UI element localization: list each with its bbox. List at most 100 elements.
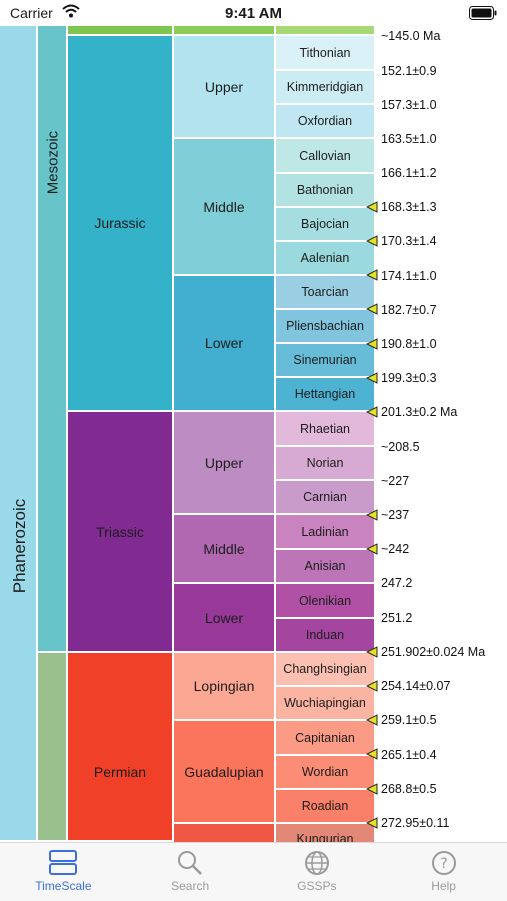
tab-gssps-label: GSSPs	[297, 879, 337, 893]
stage-pliensbachian[interactable]: Pliensbachian	[276, 310, 376, 344]
gssp-marker-icon[interactable]	[366, 714, 378, 726]
epoch-guadalupian[interactable]: Guadalupian	[174, 721, 276, 824]
gssp-marker-icon[interactable]	[366, 509, 378, 521]
stage-bajocian[interactable]: Bajocian	[276, 208, 376, 242]
gssp-marker-icon[interactable]	[366, 235, 378, 247]
stage-capitanian[interactable]: Capitanian	[276, 721, 376, 756]
gssp-marker-icon[interactable]	[366, 783, 378, 795]
age-label: 201.3±0.2 Ma	[381, 405, 458, 419]
eon-label: Phanerozoic	[10, 498, 29, 594]
tab-timescale[interactable]: TimeScale	[0, 843, 127, 901]
gssp-marker-icon[interactable]	[366, 303, 378, 315]
period-permian[interactable]: Permian	[68, 653, 174, 842]
epoch-label: Upper	[204, 454, 244, 471]
tab-gssps[interactable]: GSSPs	[254, 843, 381, 901]
stage-kungurian[interactable]: Kungurian	[276, 824, 376, 842]
age-label: ~145.0 Ma	[381, 29, 441, 43]
stage-sinemurian[interactable]: Sinemurian	[276, 344, 376, 378]
epoch-lower-triassic[interactable]: Lower	[174, 584, 276, 653]
epoch-middle-jurassic[interactable]: Middle	[174, 139, 276, 276]
stage-bathonian[interactable]: Bathonian	[276, 174, 376, 208]
stage-label: Kungurian	[296, 832, 354, 842]
epoch-cisuralian[interactable]	[174, 824, 276, 842]
stage-label: Sinemurian	[293, 353, 357, 367]
stage-kimmeridgian[interactable]: Kimmeridgian	[276, 71, 376, 105]
stage-label: Oxfordian	[297, 114, 353, 128]
gssp-marker-icon[interactable]	[366, 406, 378, 418]
help-icon: ?	[431, 851, 456, 875]
age-label: 268.8±0.5	[381, 782, 437, 796]
gssp-marker-icon[interactable]	[366, 201, 378, 213]
stage-oxfordian[interactable]: Oxfordian	[276, 105, 376, 139]
stage-label: Norian	[306, 456, 344, 470]
stage-cretaceous-edge[interactable]	[276, 26, 376, 36]
stage-label: Tithonian	[299, 45, 351, 60]
epoch-upper-triassic[interactable]: Upper	[174, 412, 276, 515]
timescale-icon	[49, 850, 78, 875]
tab-search-label: Search	[171, 879, 210, 893]
age-label: 182.7±0.7	[381, 303, 437, 317]
epoch-lopingian[interactable]: Lopingian	[174, 653, 276, 721]
gssp-marker-icon[interactable]	[366, 543, 378, 555]
stage-label: Bathonian	[296, 183, 354, 197]
period-triassic[interactable]: Triassic	[68, 412, 174, 653]
gssp-marker-icon[interactable]	[366, 646, 378, 658]
epoch-label: Middle	[203, 198, 245, 215]
stage-induan[interactable]: Induan	[276, 619, 376, 653]
gssp-marker-icon[interactable]	[366, 372, 378, 384]
stage-label: Ladinian	[301, 524, 349, 539]
timescale-chart[interactable]: Phanerozoic Mesozoic Jurassic Triassic P…	[0, 26, 507, 842]
svg-text:?: ?	[440, 856, 447, 872]
stage-rhaetian[interactable]: Rhaetian	[276, 412, 376, 447]
tab-search[interactable]: Search	[127, 843, 254, 901]
period-jurassic[interactable]: Jurassic	[68, 36, 174, 412]
stage-label: Capitanian	[295, 730, 355, 745]
stage-roadian[interactable]: Roadian	[276, 790, 376, 824]
age-label: 199.3±0.3	[381, 371, 437, 385]
stage-hettangian[interactable]: Hettangian	[276, 378, 376, 412]
era-mesozoic[interactable]	[38, 26, 68, 653]
age-label: 174.1±1.0	[381, 269, 437, 283]
gssp-marker-icon[interactable]	[366, 817, 378, 829]
epoch-middle-triassic[interactable]: Middle	[174, 515, 276, 584]
stage-tithonian[interactable]: Tithonian	[276, 36, 376, 71]
epoch-lower-jurassic[interactable]: Lower	[174, 276, 276, 412]
period-permian-label: Permian	[93, 763, 147, 780]
wifi-icon	[62, 4, 80, 23]
eon-phanerozoic[interactable]	[0, 26, 38, 842]
stage-aalenian[interactable]: Aalenian	[276, 242, 376, 276]
stage-norian[interactable]: Norian	[276, 447, 376, 481]
stage-wordian[interactable]: Wordian	[276, 756, 376, 790]
stage-label: Hettangian	[294, 387, 356, 401]
stage-carnian[interactable]: Carnian	[276, 481, 376, 515]
epoch-upper-jurassic[interactable]: Upper	[174, 36, 276, 139]
age-label: 247.2	[381, 576, 413, 590]
stage-label: Rhaetian	[299, 421, 351, 436]
stage-anisian[interactable]: Anisian	[276, 550, 376, 584]
tab-bar: TimeScale Search GSSPs ? Help	[0, 842, 507, 901]
stage-label: Carnian	[303, 490, 347, 504]
stage-wuchiapingian[interactable]: Wuchiapingian	[276, 687, 376, 721]
stage-toarcian[interactable]: Toarcian	[276, 276, 376, 310]
stage-ladinian[interactable]: Ladinian	[276, 515, 376, 550]
stage-label: Callovian	[299, 148, 351, 163]
globe-icon	[304, 851, 329, 875]
age-label: ~242	[381, 542, 410, 556]
age-label: 265.1±0.4	[381, 748, 437, 762]
gssp-marker-icon[interactable]	[366, 680, 378, 692]
stage-changhsingian[interactable]: Changhsingian	[276, 653, 376, 687]
age-label: 259.1±0.5	[381, 713, 437, 727]
stage-label: Toarcian	[301, 285, 349, 299]
period-cretaceous-edge[interactable]	[68, 26, 174, 36]
gssp-marker-icon[interactable]	[366, 748, 378, 760]
status-time: 9:41 AM	[225, 5, 282, 22]
gssp-marker-icon[interactable]	[366, 269, 378, 281]
battery-icon	[469, 6, 497, 25]
age-label: ~208.5	[381, 440, 420, 454]
gssp-marker-icon[interactable]	[366, 338, 378, 350]
stage-olenikian[interactable]: Olenikian	[276, 584, 376, 619]
tab-help[interactable]: ? Help	[380, 843, 507, 901]
stage-callovian[interactable]: Callovian	[276, 139, 376, 174]
era-paleozoic[interactable]	[38, 653, 68, 842]
epoch-cretaceous-edge[interactable]	[174, 26, 276, 36]
